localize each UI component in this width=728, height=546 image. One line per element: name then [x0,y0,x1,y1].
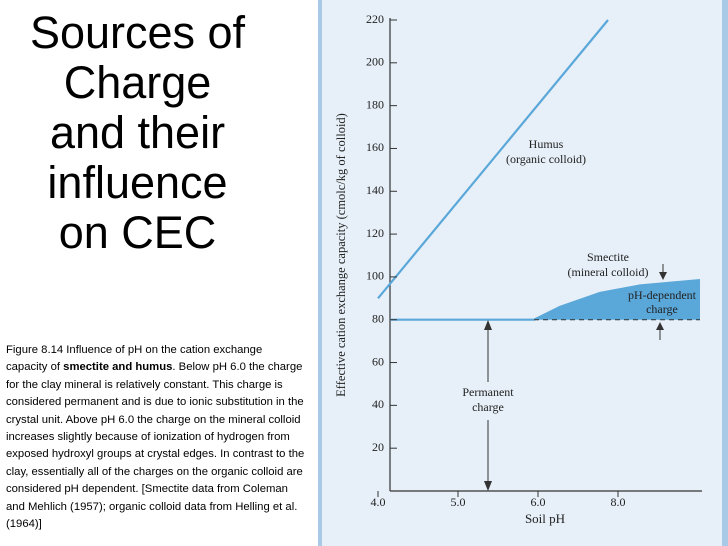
caption-text: Figure 8.14 Influence of pH on the catio… [6,344,263,374]
y-tick-label: 140 [366,183,384,197]
x-tick-label: 4.0 [371,495,386,509]
x-axis-title: Soil pH [525,511,565,526]
data-line [390,279,701,321]
x-tick-label: 8.0 [611,495,626,509]
figure-caption: Figure 8.14 Influence of pH on the catio… [6,342,306,533]
y-axis-title: Effective cation exchange capacity (cmol… [334,113,348,397]
y-tick-label: 120 [366,226,384,240]
area-fill [390,280,700,320]
y-tick-label: 100 [366,269,384,283]
annotation: (mineral colloid) [568,265,649,279]
y-tick-label: 180 [366,97,384,111]
x-tick-label: 6.0 [531,495,546,509]
title-line: on CEC [58,207,217,258]
y-tick-label: 80 [372,311,384,325]
arrow-head [659,272,667,280]
annotation: pH-dependent [628,288,697,302]
caption-bold: smectite and humus [63,361,173,374]
data-line [377,19,609,300]
annotation: Permanent [462,385,514,399]
annotation: charge [646,302,678,316]
annotation: charge [472,400,504,414]
title-line: Sources of [29,7,246,58]
annotation: Humus [529,137,564,151]
slide-title: Sources of Charge and their influence on CEC [0,8,275,258]
y-tick-label: 200 [366,55,384,69]
y-tick-label: 160 [366,140,384,154]
y-tick-label: 40 [372,397,384,411]
annotation: Smectite [587,250,629,264]
title-line: and their [49,107,226,158]
y-tick-label: 20 [372,440,384,454]
caption-text: . Below pH 6.0 the charge for the clay m… [6,361,305,531]
panel-edge [318,0,322,546]
title-line: influence [47,157,228,208]
arrow-head [656,322,664,330]
label-bg [448,382,528,420]
title-line: Charge [63,57,212,108]
panel-edge [722,0,728,546]
annotation: (organic colloid) [506,152,586,166]
x-tick-label: 5.0 [451,495,466,509]
y-tick-label: 220 [366,12,384,26]
y-tick-label: 60 [372,354,384,368]
